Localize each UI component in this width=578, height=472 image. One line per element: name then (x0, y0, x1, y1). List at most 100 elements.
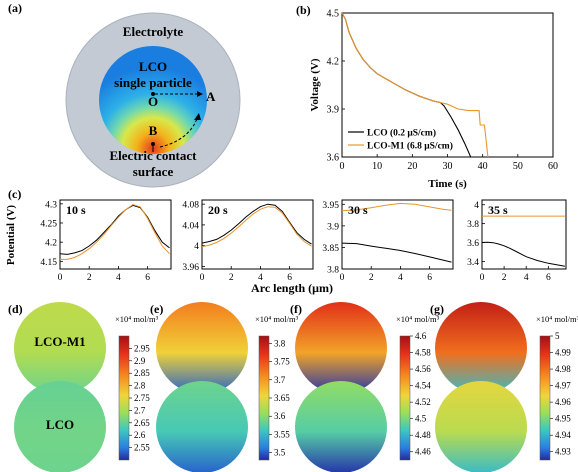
arrowhead-curve (194, 113, 201, 120)
series-line-lco (481, 241, 565, 267)
time-label: 35 s (488, 203, 508, 217)
x-tick-label: 10 (372, 161, 382, 172)
colorbar-unit: ×10⁴ mol/m³ (396, 314, 440, 324)
colorbar-tick-label: 4.95 (555, 414, 571, 424)
y-tick-label: 4.15 (40, 258, 57, 268)
concentration-map-lco-m1 (435, 302, 527, 394)
x-tick-label: 0 (200, 273, 205, 283)
colorbar-unit: ×10⁴ mol/m³ (536, 314, 578, 324)
colorbar-tick-label: 4.48 (415, 430, 431, 440)
concentration-map-lco-m1 (14, 302, 106, 394)
series-line-lco-m1 (60, 204, 170, 260)
x-tick-label: 4 (258, 273, 263, 283)
colorbar-tick-label: 2.9 (134, 356, 146, 366)
y-tick-label: 4.04 (182, 221, 199, 231)
colorbar-tick-label: 4.56 (415, 364, 431, 374)
potential-chart-30s: 0 2 4 6 3.8 3.85 3.9 3.95 30 s (322, 199, 454, 283)
y-tick-label: 4.3 (45, 200, 57, 210)
colorbar-tick-label: 4.52 (415, 397, 431, 407)
x-tick-label: 2 (502, 273, 507, 283)
y-tick-label: 3.96 (182, 263, 199, 273)
colorbar-tick-label: 4.58 (415, 348, 431, 358)
colorbar-tick-label: 4.54 (415, 381, 431, 391)
colorbar-tick-label: 2.95 (134, 343, 150, 353)
series-line-lco-m1 (341, 202, 452, 212)
time-label: 20 s (208, 203, 228, 217)
heatmap-panel-g: ×10⁴ mol/m³ 5 4.99 4.98 4.97 4.96 4.95 4.94 4.93 (435, 302, 578, 472)
colorbar-tick-label: 3.8 (274, 338, 286, 348)
potential-chart-10s: 0 2 4 6 4.15 4.2 4.25 4.3 10 s (40, 199, 172, 283)
plot-frame (201, 199, 314, 270)
y-tick-label: 3.8 (327, 266, 339, 276)
colorbar-tick-label: 3.55 (274, 429, 290, 439)
y-tick-label: 3.8 (467, 220, 479, 230)
colorbar-tick-label: 3.7 (274, 375, 286, 385)
concentration-map-lco (156, 381, 248, 472)
x-tick-label: 4 (524, 273, 529, 283)
colorbar-tick-label: 2.65 (134, 418, 150, 428)
panel-label-f: (f) (290, 302, 302, 316)
x-tick-label: 4 (116, 273, 121, 283)
colorbar (258, 335, 270, 461)
y-tick-label: 4.2 (45, 239, 57, 249)
x-tick-label: 2 (369, 273, 374, 283)
x-tick-label: 6 (427, 273, 432, 283)
series-line-lco (341, 242, 452, 263)
y-tick-label: 3.6 (327, 153, 340, 164)
panel-label-d: (d) (8, 302, 23, 316)
row-label-lco-m1: LCO-M1 (34, 334, 85, 349)
contact-label-line2: surface (133, 164, 174, 179)
arrowhead-a (197, 91, 203, 97)
colorbar (118, 335, 130, 461)
colorbar-tick-label: 4.99 (555, 348, 571, 358)
series-line-lco (201, 203, 312, 245)
plot-frame (341, 199, 454, 270)
heatmap-panel-d: ×10⁴ mol/m³ 2.95 2.9 2.85 2.8 2.75 2.7 2.65 2.6 2… (14, 302, 159, 472)
colorbar (399, 335, 411, 461)
row-label-lco: LCO (46, 417, 74, 432)
colorbar-tick-label: 3.75 (274, 357, 290, 367)
series-line-lco-m1 (341, 12, 489, 158)
potential-chart-35s: 0 2 4 6 3.4 3.6 3.8 4 35 s (467, 199, 567, 283)
c-ylabel: Potential (V) (5, 205, 17, 266)
c-xlabel: Arc length (μm) (251, 281, 333, 295)
colorbar-tick-label: 2.6 (134, 430, 146, 440)
colorbar-tick-label: 4.94 (555, 430, 571, 440)
plot-frame (481, 199, 567, 270)
y-tick-label: 3.95 (322, 201, 339, 211)
concentration-map-lco-m1 (156, 302, 248, 394)
concentration-map-lco-m1 (295, 302, 387, 394)
colorbar-tick-label: 3.5 (274, 448, 286, 458)
time-label: 30 s (348, 203, 368, 217)
colorbar-tick-label: 4.5 (415, 414, 427, 424)
particle-label-line1: LCO (139, 59, 167, 74)
colorbar-tick-label: 3.6 (274, 411, 286, 421)
heatmap-panel-e: ×10⁴ mol/m³ 3.8 3.75 3.7 3.65 3.6 3.55 3.5 (156, 302, 299, 472)
colorbar-tick-label: 4.93 (555, 447, 571, 457)
x-tick-label: 6 (287, 273, 292, 283)
y-tick-label: 3.9 (327, 222, 339, 232)
x-tick-label: 0 (340, 273, 345, 283)
panel-label-c: (c) (8, 187, 21, 201)
heatmap-panel-f: ×10⁴ mol/m³ 4.6 4.58 4.56 4.54 4.52 4.5 4.48 4.4… (295, 302, 440, 472)
y-tick-label: 3.4 (467, 258, 479, 268)
particle-core (99, 46, 207, 154)
point-b-marker (151, 142, 155, 146)
colorbar-tick-label: 3.65 (274, 393, 290, 403)
x-tick-label: 0 (58, 273, 63, 283)
contact-label-line1: Electric contact (110, 148, 198, 163)
panel-label-e: (e) (150, 302, 163, 316)
potential-chart-20s: 0 2 4 6 3.96 4 4.04 4.08 20 s (182, 199, 314, 283)
x-tick-label: 4 (398, 273, 403, 283)
y-tick-label: 4.08 (182, 201, 199, 211)
x-tick-label: 2 (87, 273, 92, 283)
colorbar-tick-label: 4.6 (415, 331, 427, 341)
x-tick-label: 60 (548, 161, 558, 172)
y-tick-label: 3.6 (467, 239, 479, 249)
plot-frame (59, 199, 172, 270)
x-tick-label: 6 (145, 273, 150, 283)
y-tick-label: 4.25 (40, 220, 57, 230)
y-tick-label: 4 (194, 242, 199, 252)
legend-label: LCO (0.2 μS/cm) (367, 128, 436, 139)
